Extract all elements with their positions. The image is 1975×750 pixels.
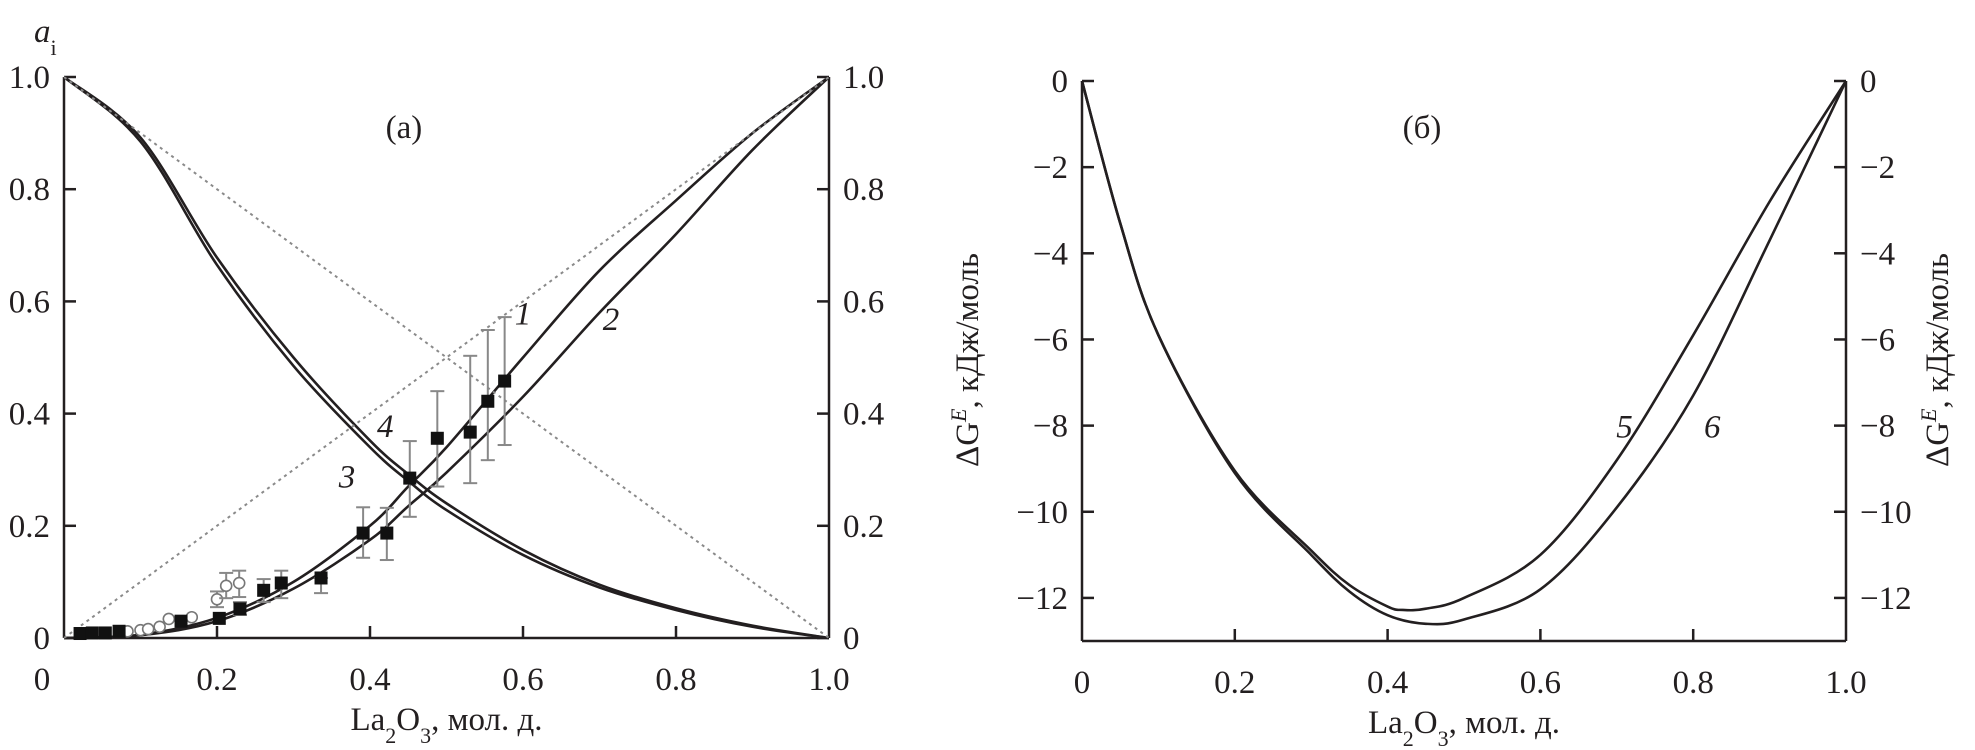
x-axis-label-part: , мол. д. bbox=[431, 702, 542, 738]
y-axis-label-right: ΔGE, кДж/моль bbox=[1916, 253, 1957, 467]
y-axis-label-superscript: E bbox=[1916, 408, 1941, 423]
y-tick-label-right: 0 bbox=[1860, 64, 1877, 100]
x-axis-label-part: La bbox=[1368, 705, 1403, 741]
data-point-filled bbox=[380, 526, 394, 540]
series-label-2: 2 bbox=[603, 302, 620, 338]
data-point-filled bbox=[257, 583, 271, 597]
data-point-filled bbox=[73, 627, 87, 641]
x-axis-label-subscript: 2 bbox=[385, 723, 396, 748]
y-axis-label-left: ΔGE, кДж/моль bbox=[946, 253, 987, 467]
x-axis-label-part: O bbox=[396, 702, 420, 738]
data-point-filled bbox=[498, 374, 512, 388]
y-tick-label-right: 0.8 bbox=[843, 172, 884, 208]
y-tick-label-left: 0.6 bbox=[9, 284, 50, 320]
y-axis-label-part: ΔG bbox=[950, 422, 986, 467]
series-label-1: 1 bbox=[515, 297, 532, 333]
y-tick-label-left: 0 bbox=[1052, 64, 1069, 100]
x-tick-label: 1.0 bbox=[1825, 665, 1866, 701]
y-axis-label-subscript: i bbox=[51, 35, 57, 60]
y-tick-label-right: 0.6 bbox=[843, 284, 884, 320]
data-point-filled bbox=[403, 471, 417, 485]
x-tick-label: 0.2 bbox=[1214, 665, 1255, 701]
x-tick-label: 0.4 bbox=[349, 662, 390, 698]
data-point-filled bbox=[314, 571, 328, 585]
series-label-3: 3 bbox=[338, 459, 356, 495]
data-point-open bbox=[141, 622, 155, 636]
series-label-4: 4 bbox=[377, 409, 394, 445]
y-tick-label-right: −8 bbox=[1860, 409, 1895, 445]
x-tick-label: 0.8 bbox=[1673, 665, 1714, 701]
y-axis-label-superscript: E bbox=[946, 408, 971, 423]
series-label-6: 6 bbox=[1704, 410, 1721, 446]
y-tick-label-left: 0.4 bbox=[9, 397, 50, 433]
panel-a: 0 0.2 0.4 0.6 0.8 1.0 0 0 0.2 0.2 0.4 0.4 0.6 0.6 0.8 0… bbox=[9, 14, 885, 748]
x-tick-label: 0.4 bbox=[1367, 665, 1408, 701]
data-point-filled bbox=[481, 394, 495, 408]
x-tick-label: 0.8 bbox=[655, 662, 696, 698]
data-point-filled bbox=[174, 614, 188, 628]
y-tick-label-right: 0 bbox=[843, 621, 860, 657]
y-axis-label-part: , кДж/моль bbox=[1920, 253, 1956, 408]
y-tick-label-left: −6 bbox=[1033, 322, 1068, 358]
y-tick-label-right: 0.2 bbox=[843, 509, 884, 545]
x-axis-label-part: O bbox=[1414, 705, 1438, 741]
data-point-filled bbox=[356, 526, 370, 540]
y-tick-label-left: −4 bbox=[1033, 236, 1068, 272]
y-tick-label-right: 1.0 bbox=[843, 60, 884, 96]
data-point-filled bbox=[430, 431, 444, 445]
data-point-filled bbox=[112, 624, 126, 638]
data-point-open bbox=[185, 610, 199, 624]
data-point-open bbox=[210, 592, 224, 606]
series-line-6 bbox=[1080, 80, 1848, 626]
x-tick-label: 0.6 bbox=[502, 662, 543, 698]
y-tick-label-right: −10 bbox=[1860, 495, 1912, 531]
panel-b: 0 0.2 0.4 0.6 0.8 1.0 0 0 −2 −2 −4 −4 −6 −6 −8 −8 −10 −10… bbox=[946, 64, 1957, 750]
x-tick-label: 0.2 bbox=[196, 662, 237, 698]
x-tick-label: 0 bbox=[34, 662, 51, 698]
y-tick-label-right: −2 bbox=[1860, 150, 1895, 186]
y-axis-label-part: , кДж/моль bbox=[950, 253, 986, 408]
y-axis-label-part: ΔG bbox=[1920, 422, 1956, 467]
y-tick-label-left: 0.8 bbox=[9, 172, 50, 208]
x-axis-label-subscript: 3 bbox=[1438, 726, 1449, 750]
y-tick-label-left: 0.2 bbox=[9, 509, 50, 545]
data-point-filled bbox=[85, 626, 99, 640]
data-point-filled bbox=[463, 425, 477, 439]
series-line-5 bbox=[1080, 80, 1848, 612]
y-tick-label-left: 0 bbox=[34, 621, 51, 657]
y-tick-label-left: −12 bbox=[1016, 581, 1068, 617]
data-point-open bbox=[219, 579, 233, 593]
x-axis-label-part: , мол. д. bbox=[1449, 705, 1560, 741]
x-axis-label: La2O3, мол. д. bbox=[350, 702, 542, 748]
y-axis-label: ai bbox=[34, 14, 57, 60]
y-tick-label-left: 1.0 bbox=[9, 60, 50, 96]
x-tick-label: 0.6 bbox=[1520, 665, 1561, 701]
y-axis-label-part: a bbox=[34, 14, 51, 50]
panel-label: (а) bbox=[386, 110, 423, 146]
y-tick-label-left: −2 bbox=[1033, 150, 1068, 186]
data-point-filled bbox=[274, 576, 288, 590]
y-tick-label-right: 0.4 bbox=[843, 397, 884, 433]
data-point-open bbox=[153, 620, 166, 634]
y-tick-label-right: −4 bbox=[1860, 236, 1895, 272]
series-label-5: 5 bbox=[1616, 410, 1633, 446]
y-tick-label-right: −12 bbox=[1860, 581, 1912, 617]
y-tick-label-left: −8 bbox=[1033, 409, 1068, 445]
data-point-filled bbox=[233, 602, 247, 616]
x-axis-label-subscript: 2 bbox=[1403, 726, 1414, 750]
panel-label: (б) bbox=[1403, 110, 1442, 146]
y-tick-label-left: −10 bbox=[1016, 495, 1068, 531]
x-tick-label: 0 bbox=[1074, 665, 1091, 701]
y-tick-label-right: −6 bbox=[1860, 322, 1895, 358]
x-tick-label: 1.0 bbox=[808, 662, 849, 698]
x-axis-label-subscript: 3 bbox=[420, 723, 431, 748]
data-point-filled bbox=[98, 626, 112, 640]
data-point-open bbox=[232, 576, 246, 590]
x-axis-label-part: La bbox=[350, 702, 385, 738]
data-point-filled bbox=[212, 611, 226, 625]
data-point-open bbox=[162, 612, 176, 626]
x-axis-label: La2O3, мол. д. bbox=[1368, 705, 1560, 750]
